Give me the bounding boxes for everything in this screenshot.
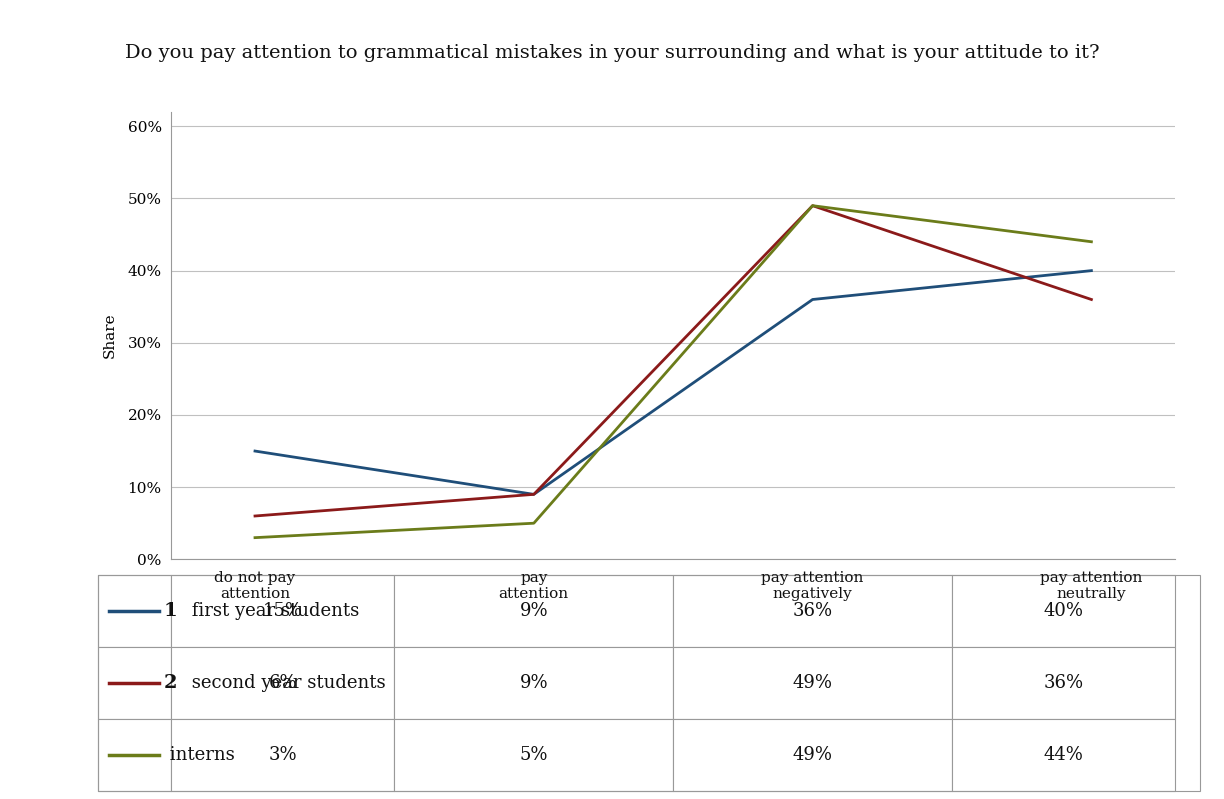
FancyBboxPatch shape — [171, 647, 394, 719]
FancyBboxPatch shape — [952, 719, 1175, 791]
Text: pay attention
negatively: pay attention negatively — [761, 571, 864, 602]
FancyBboxPatch shape — [952, 575, 1175, 647]
FancyBboxPatch shape — [394, 575, 673, 647]
Text: 9%: 9% — [519, 602, 548, 620]
FancyBboxPatch shape — [98, 719, 171, 791]
Text: Do you pay attention to grammatical mistakes in your surrounding and what is you: Do you pay attention to grammatical mist… — [125, 44, 1099, 62]
Text: pay
attention: pay attention — [498, 571, 569, 602]
Text: 5%: 5% — [519, 746, 548, 764]
Text: 6%: 6% — [268, 674, 297, 692]
Text: 49%: 49% — [793, 746, 832, 764]
Text: pay attention
neutrally: pay attention neutrally — [1040, 571, 1142, 602]
Text: first year students: first year students — [186, 602, 360, 620]
Text: interns: interns — [164, 746, 235, 764]
FancyBboxPatch shape — [673, 575, 952, 647]
FancyBboxPatch shape — [673, 647, 952, 719]
FancyBboxPatch shape — [673, 719, 952, 791]
Text: 9%: 9% — [519, 674, 548, 692]
Y-axis label: Share: Share — [103, 312, 116, 359]
FancyBboxPatch shape — [98, 647, 171, 719]
Text: 40%: 40% — [1044, 602, 1083, 620]
Text: do not pay
attention: do not pay attention — [214, 571, 295, 602]
Text: 3%: 3% — [268, 746, 297, 764]
Text: second year students: second year students — [186, 674, 386, 692]
Text: 36%: 36% — [1043, 674, 1083, 692]
Text: 44%: 44% — [1044, 746, 1083, 764]
FancyBboxPatch shape — [171, 575, 394, 647]
Text: 1: 1 — [164, 602, 177, 620]
Text: 36%: 36% — [792, 602, 832, 620]
FancyBboxPatch shape — [952, 647, 1175, 719]
FancyBboxPatch shape — [98, 575, 171, 647]
FancyBboxPatch shape — [394, 647, 673, 719]
Text: 49%: 49% — [793, 674, 832, 692]
Text: 2: 2 — [164, 674, 177, 692]
Text: 15%: 15% — [263, 602, 302, 620]
FancyBboxPatch shape — [394, 719, 673, 791]
FancyBboxPatch shape — [171, 719, 394, 791]
